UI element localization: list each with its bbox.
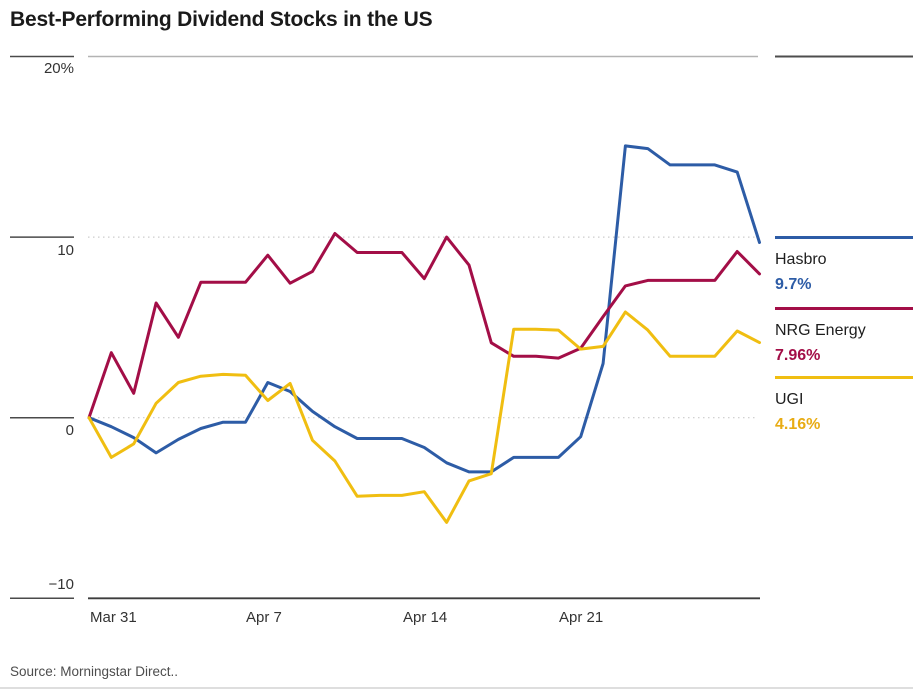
legend-series-name: UGI: [775, 391, 804, 408]
legend-series-value: 9.7%: [775, 276, 812, 293]
series-line-ugi: [87, 310, 761, 524]
legend-series-name: NRG Energy: [775, 322, 866, 339]
x-axis-label-apr21: Apr 21: [559, 609, 604, 626]
y-axis-label-10: 10: [57, 242, 74, 259]
y-axis-label-0: 0: [65, 422, 74, 439]
series-line-nrg-energy: [87, 232, 761, 420]
y-axis-label-20: 20%: [43, 60, 74, 77]
legend-series-value: 7.96%: [775, 347, 821, 364]
page-title: Best-Performing Dividend Stocks in the U…: [10, 8, 433, 31]
x-axis-label-mar31: Mar 31: [90, 609, 137, 626]
legend-series-value: 4.16%: [775, 416, 821, 433]
series-line-hasbro: [87, 144, 761, 474]
legend-line-swatch-nrg: [775, 307, 913, 310]
legend-series-name: Hasbro: [775, 251, 827, 268]
legend-line-swatch-hasbro: [775, 236, 913, 239]
source-attribution: Source: Morningstar Direct..: [10, 664, 179, 679]
legend-entry-nrg-energy: NRG Energy 7.96%: [775, 307, 913, 365]
y-axis-label-minus10: −10: [48, 576, 74, 593]
legend-entry-ugi: UGI 4.16%: [775, 376, 913, 434]
x-axis-label-apr14: Apr 14: [403, 609, 448, 626]
legend-entry-hasbro: Hasbro 9.7%: [775, 236, 913, 294]
x-axis-label-apr7: Apr 7: [246, 609, 282, 626]
legend-line-swatch-ugi: [775, 376, 913, 379]
